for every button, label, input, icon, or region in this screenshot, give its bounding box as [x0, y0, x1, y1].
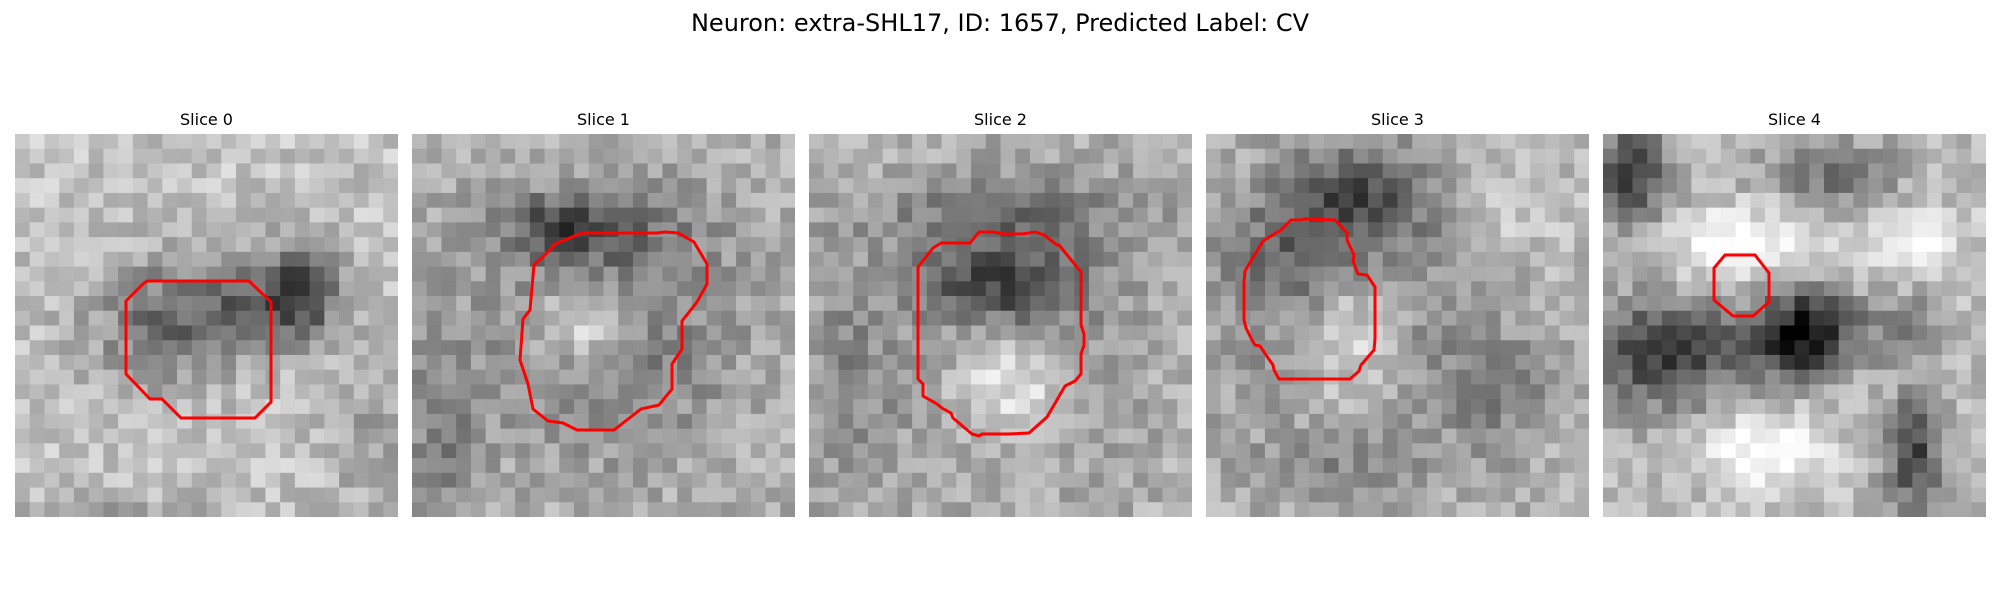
slice-image-1	[412, 134, 795, 517]
slice-title-2: Slice 2	[974, 110, 1027, 129]
slice-image-4	[1603, 134, 1986, 517]
roi-contour-2	[916, 230, 1086, 438]
slice-panel-2: Slice 2	[809, 110, 1192, 517]
slice-image-3	[1206, 134, 1589, 517]
roi-contour-3	[1242, 217, 1377, 381]
roi-contour-4	[1712, 253, 1771, 318]
roi-contour-0	[124, 279, 273, 420]
slice-panel-4: Slice 4	[1603, 110, 1986, 517]
slice-image-0	[15, 134, 398, 517]
figure-title: Neuron: extra-SHL17, ID: 1657, Predicted…	[690, 9, 1310, 37]
slice-panel-3: Slice 3	[1206, 110, 1589, 517]
slice-panel-0: Slice 0	[15, 110, 398, 517]
roi-contour-1	[518, 230, 709, 432]
slice-image-2	[809, 134, 1192, 517]
slice-title-1: Slice 1	[577, 110, 630, 129]
slice-title-3: Slice 3	[1371, 110, 1424, 129]
slice-title-0: Slice 0	[180, 110, 233, 129]
slice-title-4: Slice 4	[1768, 110, 1821, 129]
slice-panel-1: Slice 1	[412, 110, 795, 517]
